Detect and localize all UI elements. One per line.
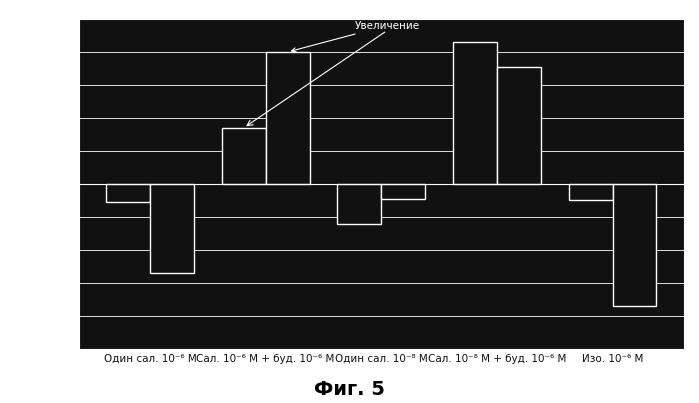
Text: Фиг. 5: Фиг. 5 [314,380,385,399]
Bar [497,67,541,184]
Bar [150,184,194,273]
Bar [338,184,381,224]
Bar [453,42,497,184]
Bar [381,184,425,199]
Bar [222,128,266,184]
Bar [266,52,310,184]
Bar [568,184,612,200]
Text: Увеличение: Увеличение [291,21,419,52]
Bar [106,184,150,202]
Y-axis label: % изменения липолиза после 18 ч воздействия: % изменения липолиза после 18 ч воздейст… [15,61,25,307]
Bar [612,184,656,306]
